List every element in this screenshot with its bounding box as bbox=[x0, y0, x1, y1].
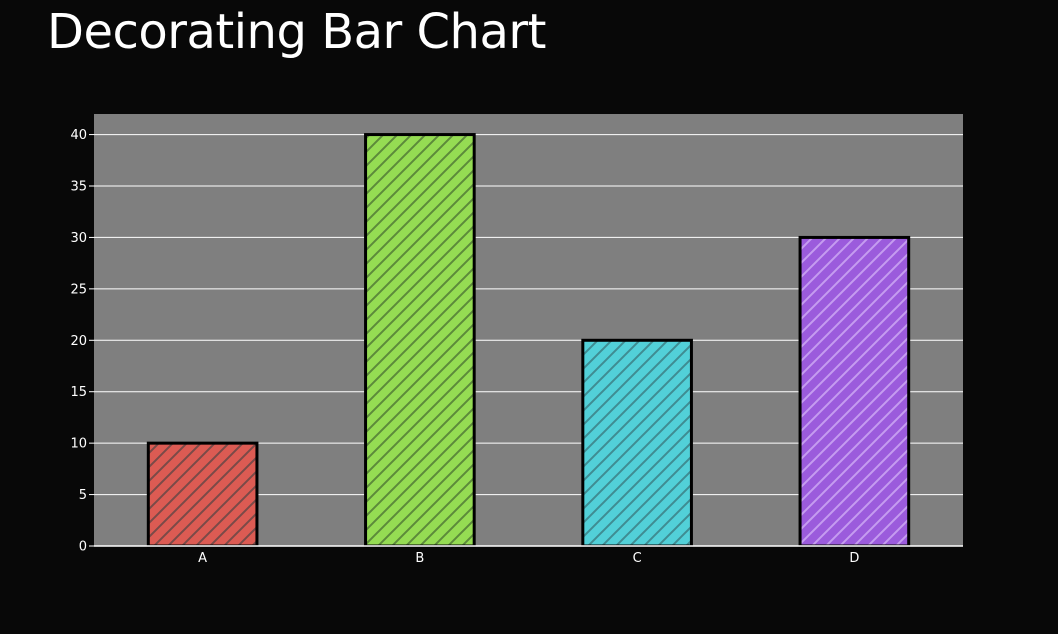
y-tick-label: 10 bbox=[70, 437, 87, 452]
y-tick-label: 35 bbox=[70, 180, 87, 195]
x-tick-label: C bbox=[633, 551, 642, 566]
y-tick-label: 30 bbox=[70, 231, 87, 246]
bar-d[interactable] bbox=[798, 235, 911, 548]
y-tick-label: 20 bbox=[70, 334, 87, 349]
y-tick-label: 15 bbox=[70, 385, 87, 400]
bars bbox=[146, 133, 911, 548]
axes: 0 5 10 15 20 25 30 35 40 A B C D bbox=[70, 128, 963, 566]
chart-title: Decorating Bar Chart bbox=[47, 4, 546, 60]
x-tick-label: B bbox=[415, 551, 424, 566]
x-tick-label: D bbox=[849, 551, 859, 566]
bar-b[interactable] bbox=[364, 133, 476, 548]
y-tick-label: 25 bbox=[70, 282, 87, 297]
x-tick-label: A bbox=[198, 551, 207, 566]
y-tick-label: 40 bbox=[70, 128, 87, 143]
y-tick-label: 0 bbox=[79, 540, 87, 555]
bar-c[interactable] bbox=[581, 338, 693, 548]
y-tick-label: 5 bbox=[79, 488, 87, 503]
bar-a[interactable] bbox=[146, 441, 259, 548]
